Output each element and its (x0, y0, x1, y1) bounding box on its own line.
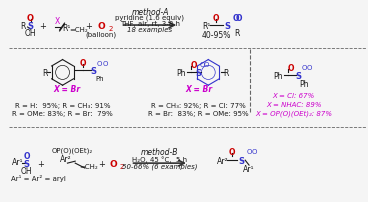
Text: O: O (247, 148, 252, 155)
Text: O: O (228, 147, 235, 156)
Text: R = H:  95%; R = CH₃: 91%: R = H: 95%; R = CH₃: 91% (15, 102, 110, 108)
Text: Ph: Ph (176, 68, 186, 78)
Text: OH: OH (25, 29, 36, 38)
Text: Ph: Ph (95, 76, 104, 82)
Text: S: S (225, 21, 231, 30)
Text: O: O (302, 65, 307, 71)
Text: R¹: R¹ (63, 23, 71, 32)
Text: R: R (235, 29, 240, 38)
Text: O: O (109, 159, 117, 168)
Text: method-B: method-B (141, 147, 178, 156)
Text: pyridine (1.6 equiv): pyridine (1.6 equiv) (116, 15, 184, 21)
Text: +: + (37, 159, 44, 168)
Text: H₂O, 45 °C,  5 h: H₂O, 45 °C, 5 h (132, 155, 187, 162)
Text: O: O (200, 62, 205, 68)
Text: 50-66% (6 examples): 50-66% (6 examples) (122, 163, 198, 169)
Text: R = OMe: 83%; R = Br:  79%: R = OMe: 83%; R = Br: 79% (12, 110, 113, 116)
Text: O: O (307, 65, 312, 71)
Text: +: + (85, 21, 92, 30)
Text: 18 examples: 18 examples (127, 27, 173, 33)
Text: Ph: Ph (273, 72, 283, 80)
Text: R: R (20, 21, 25, 30)
Text: Ar¹: Ar¹ (12, 157, 24, 166)
Text: =CH₂: =CH₂ (79, 163, 98, 169)
Text: Ph: Ph (300, 79, 309, 88)
Text: R = CH₃: 92%; R = Cl: 77%: R = CH₃: 92%; R = Cl: 77% (151, 102, 246, 108)
Text: O: O (251, 148, 256, 155)
Text: S: S (28, 21, 33, 30)
Text: O: O (80, 59, 86, 68)
Text: +: + (98, 159, 105, 168)
Text: R: R (223, 68, 229, 78)
Text: R¹: R¹ (202, 21, 210, 30)
Text: X: X (55, 17, 60, 25)
Text: 2: 2 (108, 26, 113, 32)
Text: S: S (238, 156, 244, 165)
Text: O: O (27, 14, 34, 23)
Text: Ar¹: Ar¹ (243, 164, 255, 173)
Text: OH: OH (21, 166, 32, 175)
Text: (balloon): (balloon) (86, 32, 117, 38)
Text: S: S (195, 68, 202, 78)
Text: S: S (91, 67, 97, 76)
Text: THF, air, rt, 3-8 h: THF, air, rt, 3-8 h (120, 21, 180, 27)
Text: S: S (296, 72, 302, 80)
Text: OP(O)(OEt)₂: OP(O)(OEt)₂ (52, 146, 93, 153)
Text: O: O (288, 64, 294, 73)
Text: Ar²: Ar² (217, 156, 229, 165)
Text: Ar¹ = Ar² = aryl: Ar¹ = Ar² = aryl (11, 175, 66, 182)
Text: R: R (42, 68, 48, 78)
Text: R = Br:  83%; R = OMe: 95%: R = Br: 83%; R = OMe: 95% (148, 110, 249, 116)
Text: O: O (236, 14, 243, 23)
Text: X = Br: X = Br (185, 84, 212, 93)
Text: Ar²: Ar² (60, 154, 71, 163)
Text: X = OP(O)(OEt)₂: 87%: X = OP(O)(OEt)₂: 87% (255, 110, 332, 117)
Text: O: O (98, 21, 105, 30)
Text: X = NHAC: 89%: X = NHAC: 89% (266, 101, 322, 107)
Text: O: O (204, 62, 209, 68)
Text: method-A: method-A (131, 8, 169, 17)
Text: O: O (103, 60, 108, 66)
Text: 2: 2 (120, 163, 124, 169)
Text: O: O (191, 61, 197, 70)
Text: O: O (213, 14, 219, 23)
Text: X = Br: X = Br (54, 84, 81, 93)
Text: X = Cl: 67%: X = Cl: 67% (273, 93, 315, 99)
Text: O: O (24, 151, 30, 160)
Text: +: + (39, 21, 46, 30)
Text: O: O (232, 14, 239, 23)
Text: S: S (24, 159, 29, 168)
Text: =CH₂: =CH₂ (69, 27, 88, 33)
Text: 40-95%: 40-95% (201, 31, 231, 40)
Text: O: O (97, 60, 102, 66)
